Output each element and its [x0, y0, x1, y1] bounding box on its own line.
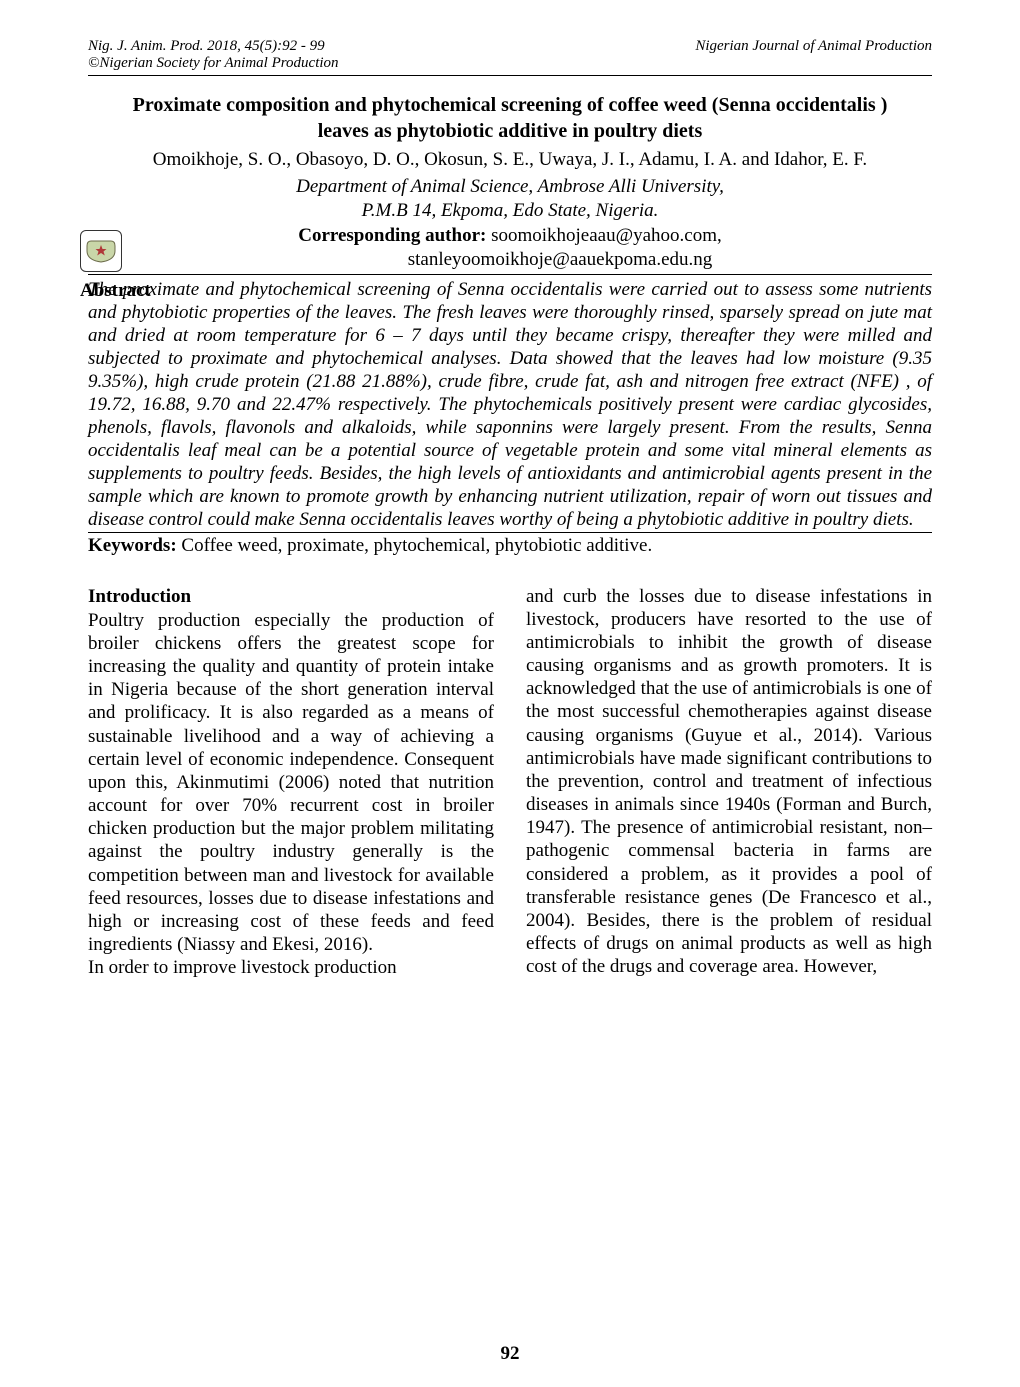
keywords-label: Keywords: — [88, 535, 177, 556]
page-number: 92 — [501, 1343, 520, 1365]
column-right: and curb the losses due to disease infes… — [526, 585, 932, 980]
header-left-line1: Nig. J. Anim. Prod. 2018, 45(5):92 - 99 — [88, 38, 339, 55]
running-header: Nig. J. Anim. Prod. 2018, 45(5):92 - 99 … — [88, 38, 932, 72]
abstract-heading: Abstract — [80, 280, 151, 302]
journal-badge-icon — [80, 230, 122, 272]
abstract-top-rule — [88, 274, 932, 275]
authors: Omoikhoje, S. O., Obasoyo, D. O., Okosun… — [88, 148, 932, 173]
body-columns: Introduction Poultry production especial… — [88, 585, 932, 980]
keywords-text: Coffee weed, proximate, phytochemical, p… — [181, 535, 652, 556]
corresponding-email1: soomoikhojeaau@yahoo.com, — [491, 225, 722, 246]
corresponding-email2: stanleyoomoikhoje@aauekpoma.edu.ng — [188, 249, 932, 271]
column-right-p1: and curb the losses due to disease infes… — [526, 585, 932, 979]
affiliation-line2: P.M.B 14, Ekpoma, Edo State, Nigeria. — [88, 199, 932, 224]
paper-title: Proximate composition and phytochemical … — [118, 92, 902, 144]
abstract-bottom-rule — [88, 532, 932, 533]
header-left: Nig. J. Anim. Prod. 2018, 45(5):92 - 99 … — [88, 38, 339, 72]
column-left-p2: In order to improve livestock production — [88, 956, 494, 979]
introduction-heading: Introduction — [88, 585, 494, 608]
header-left-line2: ©Nigerian Society for Animal Production — [88, 55, 339, 72]
abstract-body: The proximate and phytochemical screenin… — [88, 279, 932, 532]
corresponding-label: Corresponding author: — [298, 225, 486, 246]
header-right: Nigerian Journal of Animal Production — [695, 38, 932, 72]
corresponding-block: Abstract Corresponding author: soomoikho… — [88, 224, 932, 271]
keywords: Keywords: Coffee weed, proximate, phytoc… — [88, 535, 932, 557]
affiliation-line1: Department of Animal Science, Ambrose Al… — [88, 175, 932, 200]
corresponding-author: Corresponding author: soomoikhojeaau@yah… — [88, 224, 932, 249]
header-rule — [88, 75, 932, 76]
column-left: Introduction Poultry production especial… — [88, 585, 494, 980]
column-left-p1: Poultry production especially the produc… — [88, 609, 494, 957]
